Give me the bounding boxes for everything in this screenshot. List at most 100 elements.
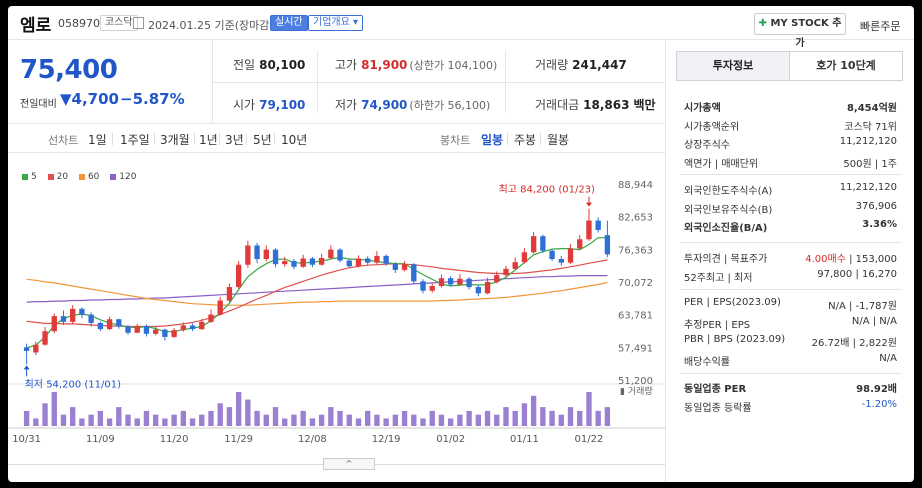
volume-bar	[309, 418, 316, 426]
info-key: 시가총액	[684, 103, 721, 114]
info-key: PER | EPS(2023.09)	[684, 297, 781, 308]
info-key: 시가총액순위	[684, 121, 740, 133]
info-value: 97,800 | 16,270	[817, 268, 897, 280]
day-low: 저가 74,900 (하한가 56,100)	[335, 98, 491, 112]
realtime-button[interactable]: 실시간	[270, 15, 308, 31]
x-tick-label: 11/09	[86, 434, 115, 445]
info-key: 동일업종 PER	[684, 384, 747, 395]
quick-order-link[interactable]: 빠른주문	[860, 20, 901, 33]
add-my-stock-button[interactable]: ✚ MY STOCK 추가	[754, 13, 846, 49]
candle-body	[549, 250, 555, 260]
company-overview-dropdown[interactable]: 기업개요 ▾	[308, 15, 363, 31]
info-key: 외국인보유주식수(B)	[684, 204, 773, 216]
ma60-line	[26, 278, 608, 306]
period-5y[interactable]: 5년	[253, 133, 272, 147]
plus-icon: ✚	[758, 18, 771, 29]
volume-bar	[530, 395, 537, 426]
chart-period-bar: 선차트 1일 1주일 3개월 1년 3년 5년 10년 봉차트 일봉 주봉 월봉	[8, 123, 665, 153]
info-value: 11,212,120	[839, 182, 897, 193]
low-annotation: 최저 54,200 (11/01)	[25, 378, 121, 390]
candle-body	[558, 259, 564, 263]
volume-bar	[503, 407, 509, 426]
price-change-rate: −5.87%	[120, 90, 185, 108]
period-10y[interactable]: 10년	[281, 133, 308, 147]
period-3y[interactable]: 3년	[225, 133, 244, 147]
x-tick-label: 01/11	[510, 434, 539, 445]
candle-body	[466, 278, 472, 288]
x-tick-label: 12/08	[298, 434, 327, 445]
candlestick-svg: 88,944 82,653 76,363 70,072 63,781 57,491 51,2…	[8, 180, 665, 445]
stock-name: 엠로	[20, 16, 52, 36]
candle-body	[392, 263, 399, 270]
tab-invest-info[interactable]: 투자정보	[676, 51, 790, 81]
candle-body	[604, 235, 611, 255]
candle-body	[42, 331, 48, 345]
candle-body	[355, 258, 362, 267]
candle-body	[484, 281, 491, 294]
x-tick-label: 01/02	[436, 434, 465, 445]
volume-bar	[300, 410, 306, 426]
candle-daily[interactable]: 일봉	[481, 133, 504, 147]
candle-body	[143, 325, 150, 334]
volume-bar	[346, 414, 352, 426]
x-tick-label: 11/20	[160, 434, 189, 445]
volume-bar	[226, 407, 233, 426]
volume-bar	[51, 392, 57, 426]
collapse-chart-button[interactable]: ^	[323, 458, 375, 470]
candle-body	[180, 325, 187, 331]
candle-body	[116, 319, 122, 327]
volume-bar	[125, 414, 131, 426]
info-value: N/A | -1,787원	[828, 301, 897, 312]
volume-bar	[208, 410, 214, 426]
candle-body	[70, 308, 76, 322]
info-key: 배당수익률	[684, 356, 730, 368]
legend-ma5: 5	[22, 172, 37, 182]
section-divider	[680, 373, 901, 374]
volume-bar	[567, 407, 574, 426]
ma120-line	[26, 274, 608, 303]
info-value: 11,212,120	[839, 136, 897, 147]
period-1w[interactable]: 1주일	[120, 133, 150, 147]
volume-bar	[263, 414, 269, 426]
candle-body	[217, 300, 223, 315]
period-1d[interactable]: 1일	[88, 133, 107, 147]
current-price-box: 75,400 전일대비 ▼4,700 −5.87%	[8, 41, 213, 123]
candle-body	[429, 286, 435, 291]
x-tick-label: 12/19	[372, 434, 401, 445]
candle-body	[245, 245, 251, 265]
candle-body	[309, 258, 316, 265]
tab-orderbook[interactable]: 호가 10단계	[789, 51, 903, 81]
period-1y[interactable]: 1년	[199, 133, 218, 147]
x-tick-label: 10/31	[12, 434, 41, 445]
candle-body	[337, 249, 343, 261]
volume-bar	[106, 418, 113, 426]
volume-bar	[134, 418, 140, 426]
price-summary: 전일 80,100 고가 81,900 (상한가 104,100) 거래량 241,44…	[213, 41, 665, 123]
volume: 거래량 241,447	[535, 58, 627, 72]
volume-bar	[466, 410, 472, 426]
y-tick-label: 57,491	[618, 343, 653, 354]
volume-bar	[447, 418, 454, 426]
period-3m[interactable]: 3개월	[160, 133, 190, 147]
volume-bar	[577, 410, 583, 426]
candle-body	[97, 322, 104, 330]
volume-label: ▮ 거래량	[620, 385, 653, 397]
price-chart[interactable]: 5 20 60 120 88,944 82,653 76,363 70,072 63,7…	[8, 154, 665, 454]
high-arrow-head	[585, 202, 592, 207]
volume-bar	[33, 418, 39, 426]
candle-body	[60, 316, 67, 322]
candle-monthly[interactable]: 월봉	[547, 133, 570, 147]
candle-weekly[interactable]: 주봉	[514, 133, 537, 147]
date-text: 2024.01.25 기준(장마감)	[148, 19, 274, 32]
candle-body	[235, 264, 242, 288]
info-key: 52주최고 | 최저	[684, 272, 753, 284]
candle-body	[79, 308, 85, 315]
candle-body	[33, 344, 39, 353]
info-value: 코스닥 71위	[844, 121, 897, 133]
volume-bar	[70, 407, 76, 426]
legend-ma60: 60	[78, 172, 99, 182]
volume-bar	[79, 418, 85, 426]
candle-body	[263, 249, 269, 260]
info-value: N/A	[879, 352, 897, 364]
candle-body	[365, 258, 371, 263]
